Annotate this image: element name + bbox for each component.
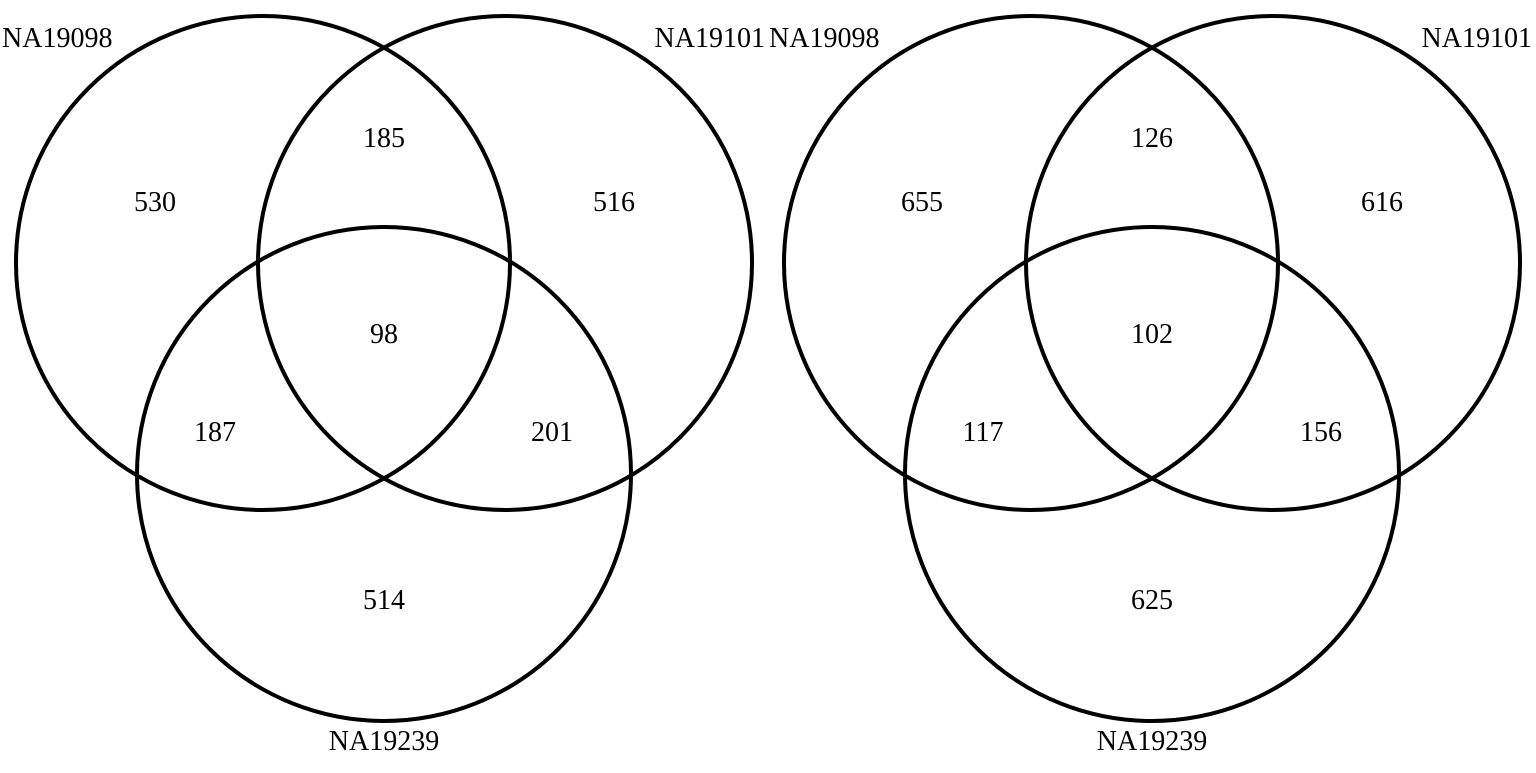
region-abc: 98 bbox=[370, 319, 398, 350]
set-circle-b bbox=[1024, 14, 1522, 512]
set-label-a: NA19098 bbox=[2, 23, 112, 54]
region-ab: 126 bbox=[1131, 123, 1173, 154]
region-c-only: 625 bbox=[1131, 585, 1173, 616]
region-bc: 156 bbox=[1300, 417, 1342, 448]
set-circle-a bbox=[14, 14, 512, 512]
region-ac: 187 bbox=[194, 417, 236, 448]
set-circle-b bbox=[256, 14, 754, 512]
region-c-only: 514 bbox=[363, 585, 405, 616]
set-label-b: NA19101 bbox=[1422, 23, 1532, 54]
set-label-c: NA19239 bbox=[329, 726, 439, 757]
region-b-only: 616 bbox=[1361, 187, 1403, 218]
region-ab: 185 bbox=[363, 123, 405, 154]
region-bc: 201 bbox=[531, 417, 573, 448]
set-circle-c bbox=[135, 225, 633, 723]
set-label-c: NA19239 bbox=[1097, 726, 1207, 757]
set-label-a: NA19098 bbox=[769, 23, 879, 54]
venn-diagram-left: NA19098 NA19101 NA19239 530 516 514 185 … bbox=[2, 14, 765, 757]
set-circle-a bbox=[782, 14, 1280, 512]
region-a-only: 530 bbox=[134, 187, 176, 218]
region-abc: 102 bbox=[1131, 319, 1173, 350]
set-label-b: NA19101 bbox=[655, 23, 765, 54]
region-ac: 117 bbox=[963, 417, 1004, 448]
region-a-only: 655 bbox=[901, 187, 943, 218]
region-b-only: 516 bbox=[593, 187, 635, 218]
venn-diagram-right: NA19098 NA19101 NA19239 655 616 625 126 … bbox=[769, 14, 1532, 757]
set-circle-c bbox=[903, 225, 1401, 723]
